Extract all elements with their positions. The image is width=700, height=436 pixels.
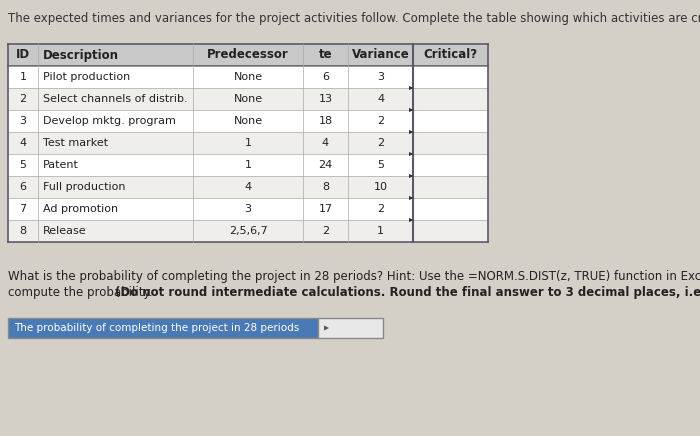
Text: What is the probability of completing the project in 28 periods? Hint: Use the =: What is the probability of completing th…: [8, 270, 700, 283]
Text: te: te: [318, 48, 332, 61]
Text: ID: ID: [16, 48, 30, 61]
Text: (Do not round intermediate calculations. Round the final answer to 3 decimal pla: (Do not round intermediate calculations.…: [115, 286, 700, 299]
Text: 4: 4: [322, 138, 329, 148]
Text: Predecessor: Predecessor: [207, 48, 289, 61]
Bar: [8, 176, 488, 198]
Text: The expected times and variances for the project activities follow. Complete the: The expected times and variances for the…: [8, 12, 700, 25]
Text: 2: 2: [377, 138, 384, 148]
Bar: [8, 220, 488, 242]
Polygon shape: [409, 174, 414, 178]
Text: 3: 3: [377, 72, 384, 82]
Text: 2: 2: [322, 226, 329, 236]
Text: None: None: [233, 72, 262, 82]
Text: Critical?: Critical?: [424, 48, 477, 61]
Text: Variance: Variance: [351, 48, 409, 61]
Text: 1: 1: [377, 226, 384, 236]
Text: 2: 2: [377, 204, 384, 214]
Text: 2: 2: [377, 116, 384, 126]
Bar: [8, 44, 488, 66]
Text: None: None: [233, 94, 262, 104]
Text: 10: 10: [374, 182, 388, 192]
Text: 13: 13: [318, 94, 332, 104]
Text: 2,5,6,7: 2,5,6,7: [229, 226, 267, 236]
Text: Full production: Full production: [43, 182, 125, 192]
Polygon shape: [324, 326, 329, 330]
Text: 4: 4: [20, 138, 27, 148]
Bar: [8, 110, 488, 132]
Text: 8: 8: [20, 226, 27, 236]
Text: 1: 1: [20, 72, 27, 82]
Text: 7: 7: [20, 204, 27, 214]
Bar: [8, 132, 488, 154]
Text: Patent: Patent: [43, 160, 79, 170]
Text: 4: 4: [244, 182, 251, 192]
Text: Release: Release: [43, 226, 87, 236]
Polygon shape: [409, 130, 414, 134]
Text: The probability of completing the project in 28 periods: The probability of completing the projec…: [14, 323, 300, 333]
Text: 3: 3: [20, 116, 27, 126]
Bar: [8, 88, 488, 110]
Text: 18: 18: [318, 116, 332, 126]
Text: 17: 17: [318, 204, 332, 214]
Text: Test market: Test market: [43, 138, 108, 148]
Text: Select channels of distrib.: Select channels of distrib.: [43, 94, 188, 104]
Text: Develop mktg. program: Develop mktg. program: [43, 116, 176, 126]
Text: 5: 5: [377, 160, 384, 170]
Polygon shape: [409, 152, 414, 156]
Polygon shape: [409, 108, 414, 112]
Text: 6: 6: [322, 72, 329, 82]
Text: 4: 4: [377, 94, 384, 104]
Bar: [8, 318, 318, 338]
Bar: [318, 318, 383, 338]
Bar: [8, 154, 488, 176]
Polygon shape: [409, 86, 414, 90]
Text: Description: Description: [43, 48, 119, 61]
Polygon shape: [409, 218, 414, 222]
Text: 6: 6: [20, 182, 27, 192]
Text: compute the probability.: compute the probability.: [8, 286, 156, 299]
Text: 1: 1: [244, 160, 251, 170]
Text: None: None: [233, 116, 262, 126]
Polygon shape: [409, 196, 414, 200]
Text: 8: 8: [322, 182, 329, 192]
Text: 1: 1: [244, 138, 251, 148]
Text: 24: 24: [318, 160, 332, 170]
Text: Ad promotion: Ad promotion: [43, 204, 118, 214]
Text: 5: 5: [20, 160, 27, 170]
Bar: [8, 66, 488, 88]
Bar: [8, 198, 488, 220]
Text: Pilot production: Pilot production: [43, 72, 130, 82]
Text: 3: 3: [244, 204, 251, 214]
Text: 2: 2: [20, 94, 27, 104]
